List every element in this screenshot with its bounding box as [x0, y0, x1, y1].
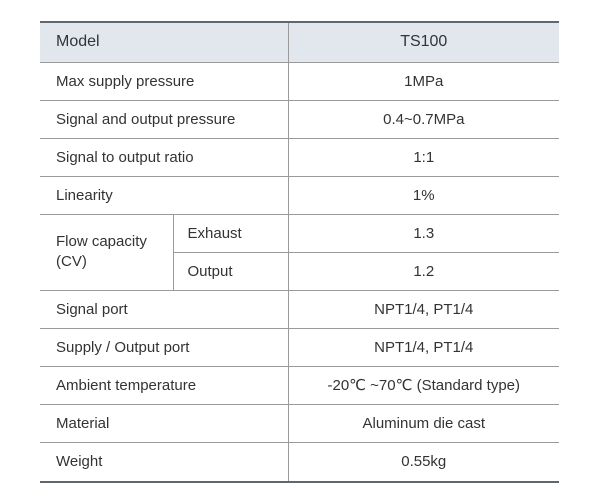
row-value: NPT1/4, PT1/4 [287, 328, 560, 367]
row-value: 0.55kg [287, 442, 560, 483]
table-row: Supply / Output port NPT1/4, PT1/4 [40, 328, 560, 367]
table-row: Weight 0.55kg [40, 442, 560, 483]
row-label: Signal port [40, 290, 289, 329]
table-row: Material Aluminum die cast [40, 404, 560, 443]
row-value: 1% [287, 176, 560, 215]
flow-sub-value: 1.2 [287, 252, 560, 291]
row-value: 1MPa [287, 62, 560, 101]
row-value: 0.4~0.7MPa [287, 100, 560, 139]
flow-capacity-label: Flow capacity (CV) [40, 214, 173, 291]
header-row: Model TS100 [40, 21, 560, 63]
table-row: Linearity 1% [40, 176, 560, 215]
flow-label-line1: Flow capacity [56, 233, 147, 250]
table-row-flow-output: Output 1.2 [40, 252, 560, 291]
row-value: Aluminum die cast [287, 404, 560, 443]
row-value: NPT1/4, PT1/4 [287, 290, 560, 329]
table-row: Ambient temperature -20℃ ~70℃ (Standard … [40, 366, 560, 405]
spec-table: Model TS100 Max supply pressure 1MPa Sig… [40, 21, 560, 483]
row-label: Ambient temperature [40, 366, 289, 405]
row-value: 1:1 [287, 138, 560, 177]
table-row: Signal and output pressure 0.4~0.7MPa [40, 100, 560, 139]
flow-sub-label: Exhaust [172, 214, 289, 253]
table-row: Max supply pressure 1MPa [40, 62, 560, 101]
flow-label-line2: (CV) [56, 253, 87, 270]
flow-sub-label: Output [172, 252, 289, 291]
row-label: Max supply pressure [40, 62, 289, 101]
model-value: TS100 [287, 21, 560, 63]
row-label: Signal and output pressure [40, 100, 289, 139]
row-label: Signal to output ratio [40, 138, 289, 177]
row-label: Material [40, 404, 289, 443]
table-row: Signal port NPT1/4, PT1/4 [40, 290, 560, 329]
flow-sub-value: 1.3 [287, 214, 560, 253]
row-label: Weight [40, 442, 289, 483]
row-value: -20℃ ~70℃ (Standard type) [287, 366, 560, 405]
table-row: Signal to output ratio 1:1 [40, 138, 560, 177]
row-label: Supply / Output port [40, 328, 289, 367]
table-row-flow-exhaust: Flow capacity (CV) Exhaust 1.3 [40, 214, 560, 291]
model-label: Model [40, 21, 289, 63]
row-label: Linearity [40, 176, 289, 215]
